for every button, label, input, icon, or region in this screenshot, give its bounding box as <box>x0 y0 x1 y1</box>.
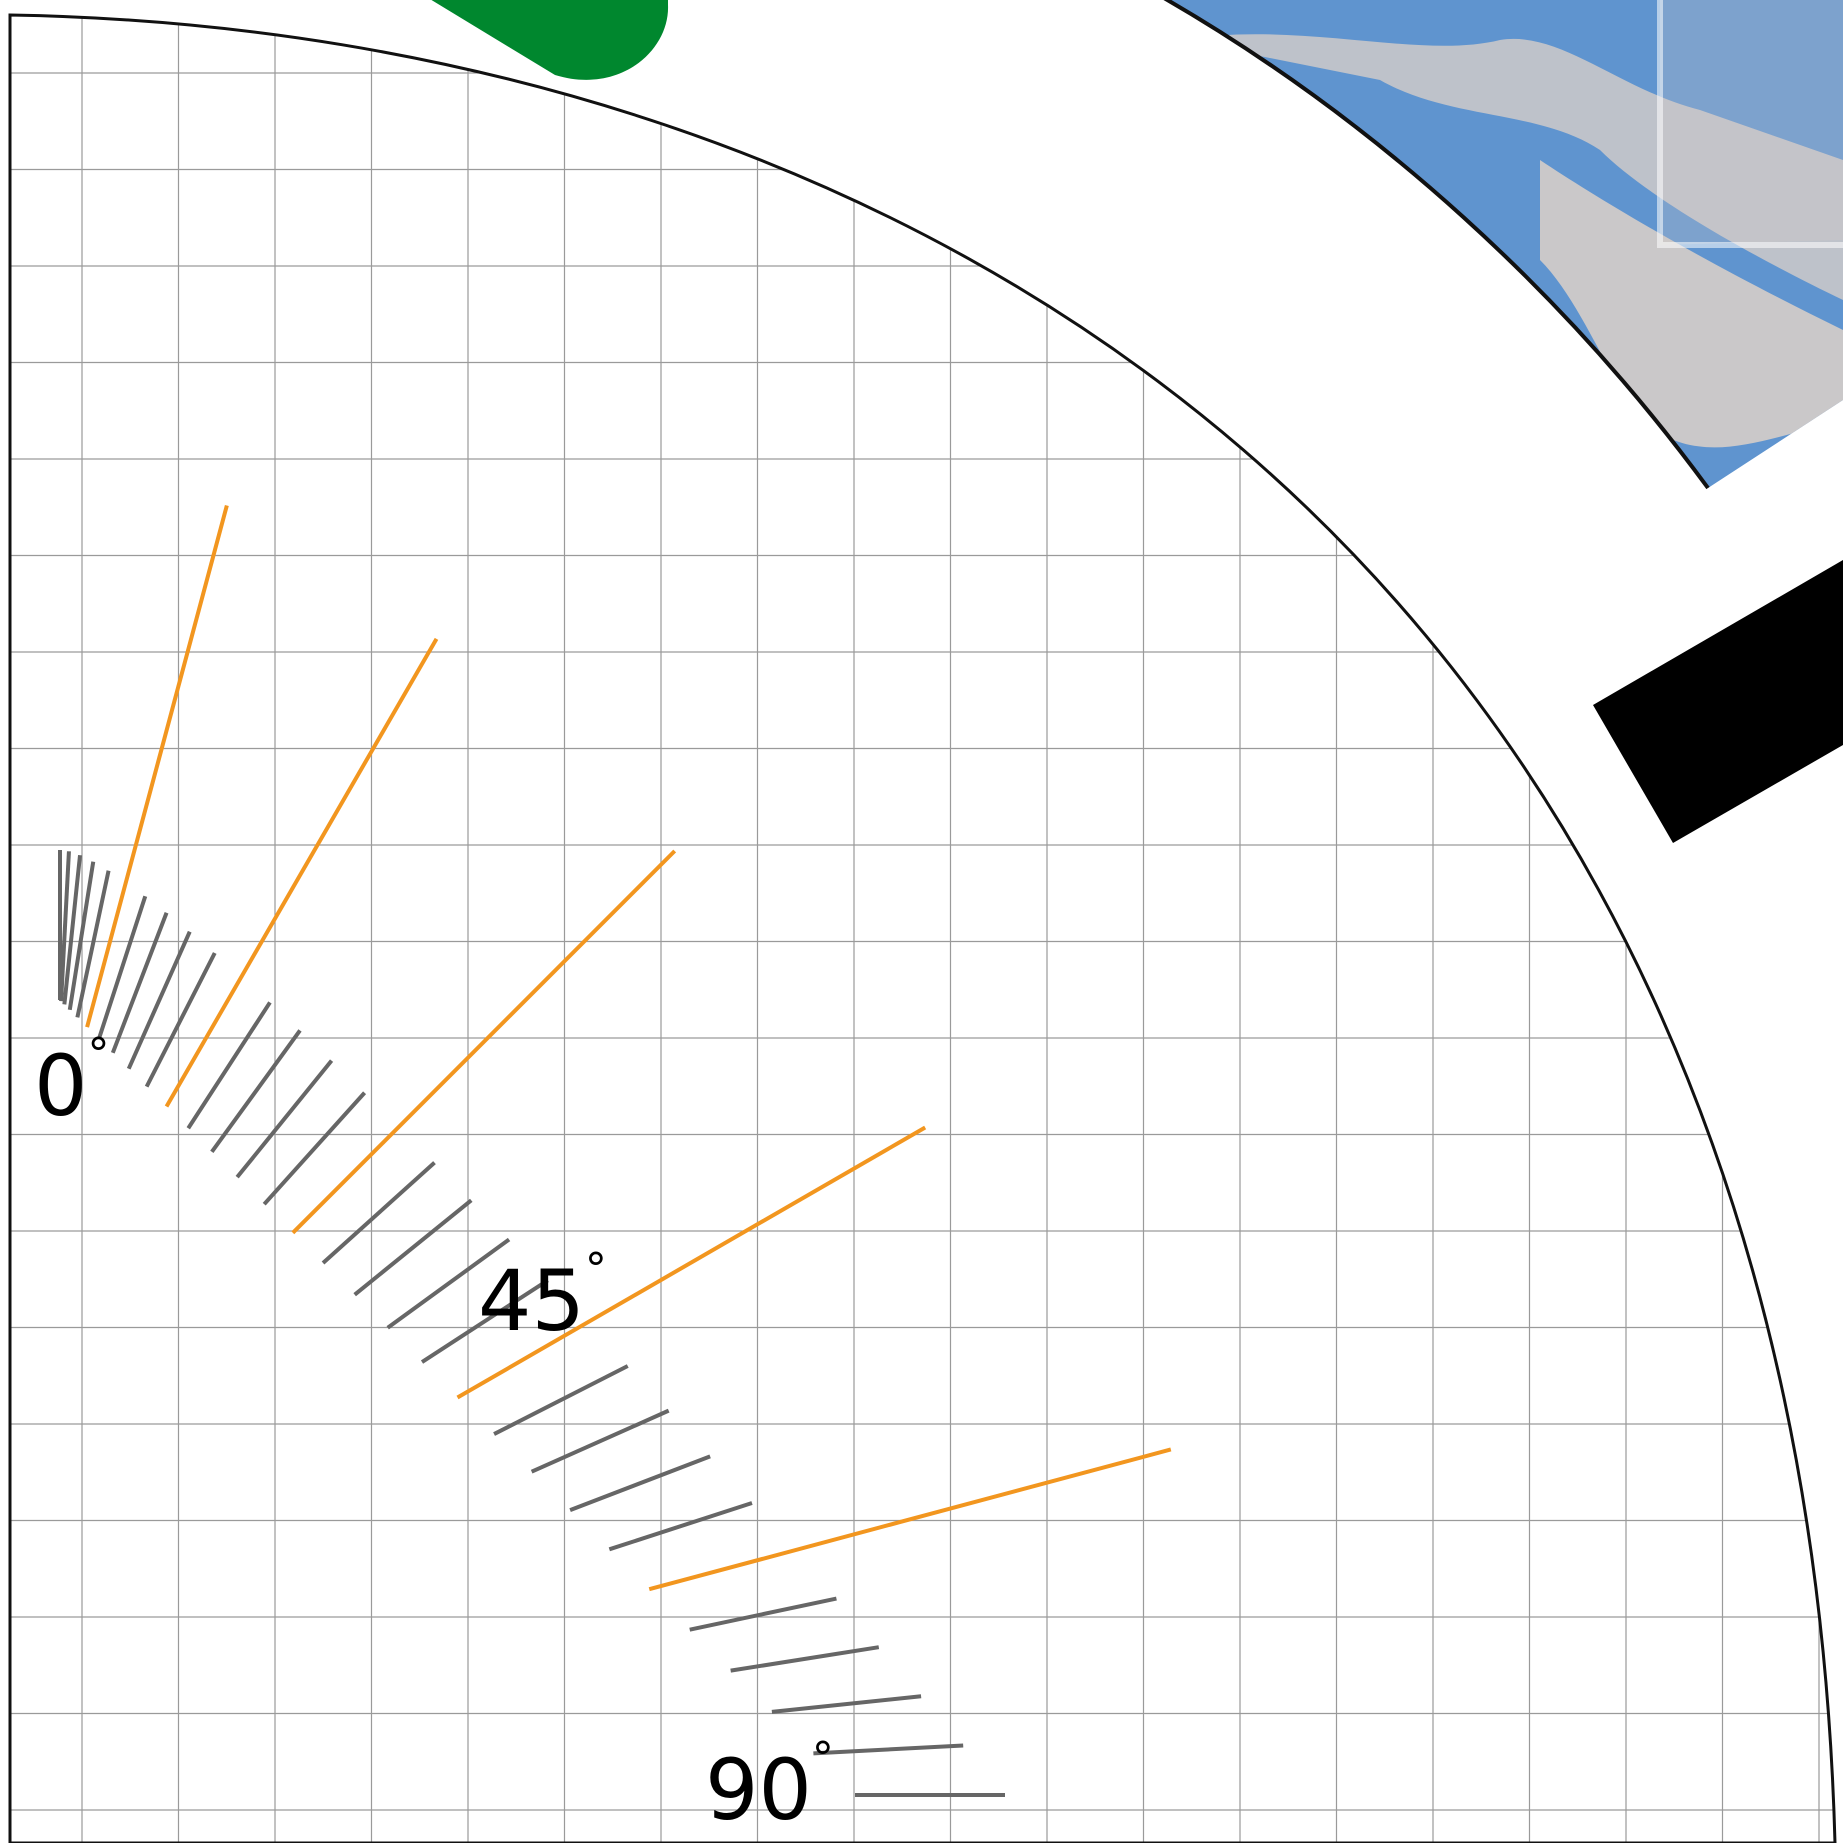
minor-tick <box>59 851 71 1002</box>
major-tick <box>648 1447 1172 1592</box>
minor-tick <box>235 1059 334 1179</box>
major-tick <box>85 504 229 1028</box>
minor-tick <box>97 895 148 1040</box>
photo-band-edge <box>1163 0 1710 490</box>
minor-tick <box>689 1596 837 1632</box>
minor-tick <box>730 1645 880 1673</box>
major-tick <box>164 637 439 1108</box>
major-tick <box>456 1125 927 1400</box>
minor-tick <box>144 952 217 1088</box>
protractor-outline <box>8 13 1837 1843</box>
label-0: 0° <box>34 1029 109 1135</box>
minor-tick <box>493 1364 629 1436</box>
minor-tick <box>386 1237 511 1330</box>
tick-marks <box>58 504 1172 1797</box>
major-tick <box>291 849 677 1235</box>
minor-tick <box>321 1161 436 1265</box>
minor-tick <box>608 1501 753 1552</box>
label-45: 45° <box>478 1244 607 1350</box>
minor-tick <box>210 1029 302 1154</box>
minor-tick <box>530 1408 670 1474</box>
minor-tick <box>186 1001 272 1130</box>
minor-tick <box>126 930 192 1070</box>
minor-tick <box>420 1278 549 1364</box>
minor-tick <box>110 912 169 1054</box>
label-90: 90° <box>705 1733 834 1839</box>
photo-band <box>1150 0 1843 488</box>
minor-tick <box>62 854 83 1005</box>
minor-tick <box>67 861 96 1011</box>
minor-tick <box>353 1198 473 1297</box>
black-bar-handle[interactable] <box>1593 560 1843 843</box>
angle-labels: 0° 45° 90° <box>34 1029 834 1839</box>
minor-tick <box>569 1454 711 1512</box>
minor-tick <box>771 1694 922 1714</box>
green-rounded-knob[interactable] <box>415 0 669 80</box>
minor-tick <box>75 870 111 1018</box>
minor-tick <box>813 1743 964 1756</box>
minor-tick <box>262 1091 367 1206</box>
